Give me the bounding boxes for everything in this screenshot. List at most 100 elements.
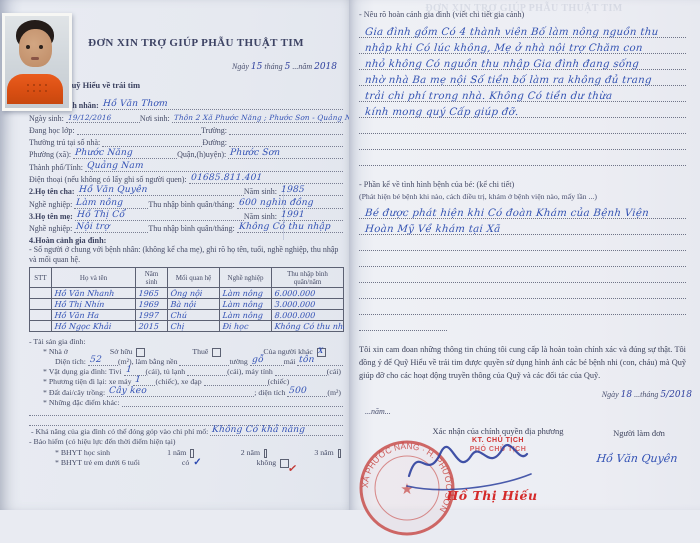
empty-dotted-line [359, 251, 686, 267]
handwritten-value: Thôn 2 Xã Phước Năng ; Phước Sơn - Quảng… [173, 113, 363, 123]
empty-dotted-line [359, 150, 686, 166]
illness-sublabel: (Phát hiện bé bệnh khi nào, cách điều tr… [359, 192, 597, 201]
col-stt: STT [29, 267, 52, 289]
field-label: Nơi sinh: [139, 113, 170, 123]
field-label: tường [229, 357, 248, 367]
field-class: Đang học lớp: Trường: [29, 123, 343, 135]
year-placeholder: ...năm... [365, 407, 391, 416]
handwritten-value: gỗ [251, 355, 264, 366]
cell-income: 6.000.000 [271, 287, 344, 299]
dotted-leader: 1991 [279, 208, 343, 221]
field-label: Ngày sinh: [29, 113, 64, 123]
handwritten-value: Hồ Thị Cổ [76, 209, 126, 220]
stamp-title-line2: PHÓ CHỦ TỊCH [469, 446, 527, 453]
handwritten-line: trải chi phí trong nhà. Không Có tiền dư… [359, 86, 686, 102]
field-label: - Tài sản gia đình: [29, 336, 86, 346]
official-stamp: XÃ PHƯỚC NĂNG · H. PHƯỚC SƠN ★ [357, 438, 457, 536]
dotted-leader: Không Có thu nhập [236, 220, 343, 234]
field-father: 2.Họ tên cha: Hồ Văn Quyên Năm sinh: 198… [29, 184, 343, 197]
empty-dotted-line [359, 235, 686, 251]
dotted-leader: Nội trợ [74, 220, 149, 234]
dotted-leader [179, 355, 230, 367]
cell-year: 1997 [135, 309, 168, 321]
col-year: Năm sinh [135, 267, 168, 289]
dotted-leader: Hồ Văn Thơm [100, 97, 343, 111]
field-label: (cái), máy tính [227, 367, 273, 377]
handwritten-line: Bé được phát hiện khi Có đoàn Khám của B… [359, 203, 686, 219]
handwritten-value: Quảng Nam [86, 160, 144, 171]
field-label: 2 năm [240, 447, 261, 457]
asset-appliance-line: * Vật dụng gia đình: Tivi 1 (cái), tủ lạ… [43, 365, 343, 377]
table-row: Hồ Ngọc Khải 2015 Chị Đi học Không Có th… [29, 320, 344, 333]
dotted-leader: Không Có khả năng [210, 425, 343, 437]
page2-body: - Nêu rõ hoàn cảnh gia đình (viết chi ti… [359, 10, 686, 382]
dotted-leader [203, 375, 268, 387]
handwritten-text: nhỏ không Có nguồn thu nhập Gia đình đan… [364, 59, 640, 70]
field-label: (m²) [327, 387, 341, 397]
field-ward: Phường (xã): Phước Năng Quận,(h)uyện): P… [29, 147, 343, 160]
insurance-heading: - Bảo hiểm (có hiệu lực đến thời điểm hi… [29, 436, 343, 446]
field-label: Phường (xã): [29, 150, 72, 160]
date-word-day: Ngày [601, 390, 619, 399]
field-label: (chiếc), xe đạp [155, 377, 202, 387]
dotted-leader [76, 122, 201, 135]
cell-stt [29, 309, 52, 322]
paper-crease [283, 185, 284, 240]
organization-name: - Quỹ Hiểu về trái tim [60, 80, 141, 90]
field-father-job: Nghề nghiệp: Làm nông Thu nhập bình quân… [29, 195, 343, 209]
assets-heading: - Tài sản gia đình: [29, 335, 343, 346]
field-label: mái [283, 357, 296, 367]
empty-dotted-line [359, 267, 686, 283]
field-phone: Điện thoại (nếu không có lấy ghi số ngườ… [29, 172, 343, 185]
handwritten-value: Phước Năng [74, 148, 134, 159]
field-label: (chiếc) [267, 377, 290, 387]
handwritten-text: Hoàn Mỹ Về khám tại Xã [364, 224, 501, 235]
insurance-student-line: * BHYT học sinh 1 năm 2 năm 3 năm [55, 446, 343, 458]
date-line: Ngày 15 tháng 5 ...năm 2018 [232, 62, 337, 72]
handwritten-value: 500 [289, 385, 308, 396]
asset-area-line: Diện tích: 52 (m²), làm bằng nền tường g… [55, 355, 343, 367]
handwritten-value: 1985 [280, 185, 306, 196]
field-label: Trường: [200, 125, 227, 135]
dotted-leader [121, 396, 343, 407]
applicant-signature-name: Hồ Văn Quyên [595, 452, 679, 465]
handwritten-line: Hoàn Mỹ Về khám tại Xã [359, 219, 686, 235]
date-word-month: ...tháng [634, 390, 659, 399]
cell-income: 3.000.000 [271, 298, 344, 310]
signature-scribble-icon [406, 444, 532, 491]
handwritten-value: Cây keo [108, 385, 148, 396]
contribution-line: - Khả năng của gia đình có thể đóng góp … [29, 425, 343, 437]
handwritten-value: 1 [125, 365, 132, 376]
field-label: 1 năm [167, 447, 187, 457]
cell-job: Làm nông [219, 309, 272, 321]
checkbox-1year [190, 448, 194, 458]
illness-label: - Phần kể về tình hình bệnh của bé: (kể … [359, 180, 515, 189]
insurance-child-line: * BHYT trẻ em dưới 6 tuổi có ✓ không [55, 457, 343, 468]
cell-relation: Chú [167, 309, 220, 321]
field-label: * Đất đai/cây trồng: [43, 387, 106, 397]
field-label: không [256, 457, 277, 467]
family-detail-label: - Nêu rõ hoàn cảnh gia đình (viết chi ti… [359, 10, 525, 19]
checkbox-3year [337, 448, 342, 458]
field-label: Thu nhập bình quân/tháng: [148, 224, 235, 234]
dotted-leader: Thôn 2 Xã Phước Năng ; Phước Sơn - Quảng… [171, 109, 363, 123]
dotted-leader: 1 [123, 365, 146, 377]
dotted-leader [229, 134, 343, 148]
empty-dotted-line [359, 299, 686, 315]
cell-name: Hồ Văn Ha [51, 309, 136, 321]
field-mother: 3.Họ tên mẹ: Hồ Thị Cổ Năm sinh: 1991 [29, 209, 343, 221]
col-name: Họ và tên [51, 267, 136, 289]
patient-photo [2, 13, 72, 111]
field-address: Thường trú tại số nhà: Đường: [29, 134, 343, 148]
photo-eye [39, 45, 43, 49]
handwritten-value: 600 nghìn đồng [238, 197, 314, 208]
field-mother-job: Nghề nghiệp: Nội trợ Thu nhập bình quân/… [29, 220, 343, 234]
dotted-leader: Làm nông [74, 195, 149, 209]
handwritten-month: 5/2018 [660, 390, 692, 400]
field-label: Đường: [202, 138, 227, 148]
declaration-paragraph: Tôi xin cam đoan những thông tin chúng t… [359, 345, 686, 380]
field-label: (cái) [326, 367, 341, 377]
field-label: Điện thoại (nếu không có lấy ghi số ngườ… [29, 175, 187, 185]
cell-year: 1965 [135, 287, 168, 299]
